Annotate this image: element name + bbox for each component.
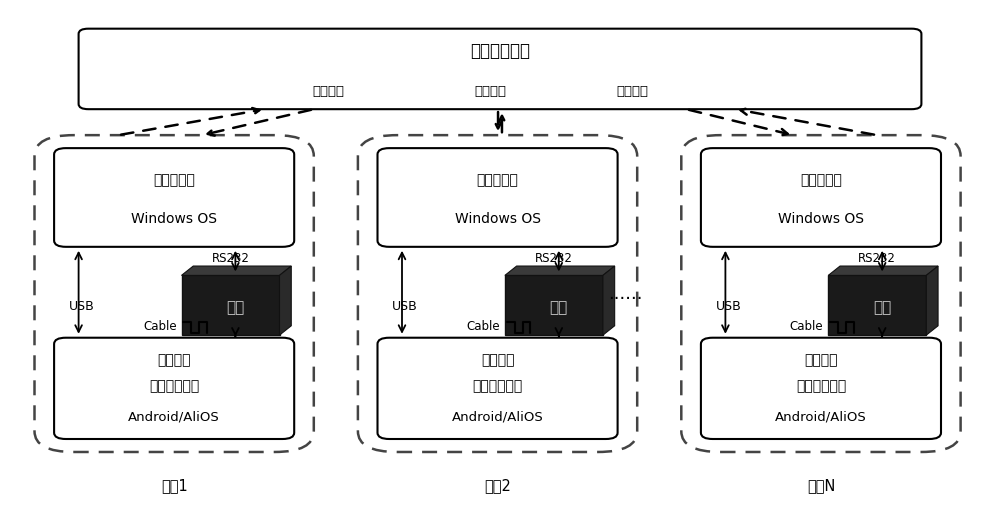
Text: RS232: RS232 bbox=[535, 252, 573, 266]
FancyBboxPatch shape bbox=[828, 276, 926, 335]
Text: USB: USB bbox=[69, 300, 94, 313]
Text: RS232: RS232 bbox=[212, 252, 249, 266]
Text: 客户端程序: 客户端程序 bbox=[800, 173, 842, 187]
FancyBboxPatch shape bbox=[681, 135, 961, 452]
Text: Windows OS: Windows OS bbox=[131, 212, 217, 226]
Text: 装置: 装置 bbox=[226, 301, 245, 315]
FancyBboxPatch shape bbox=[505, 276, 603, 335]
FancyBboxPatch shape bbox=[34, 135, 314, 452]
FancyBboxPatch shape bbox=[378, 338, 618, 439]
Polygon shape bbox=[280, 266, 291, 335]
Polygon shape bbox=[505, 266, 615, 276]
Text: Windows OS: Windows OS bbox=[778, 212, 864, 226]
Polygon shape bbox=[603, 266, 615, 335]
FancyBboxPatch shape bbox=[54, 338, 294, 439]
Text: 汽车娱乐系统: 汽车娱乐系统 bbox=[149, 379, 199, 393]
Text: Windows OS: Windows OS bbox=[455, 212, 541, 226]
FancyBboxPatch shape bbox=[79, 29, 921, 109]
Text: 装置: 装置 bbox=[873, 301, 891, 315]
Text: 任务分发: 任务分发 bbox=[474, 85, 506, 98]
Text: 被测对象: 被测对象 bbox=[804, 353, 838, 367]
Polygon shape bbox=[926, 266, 938, 335]
Text: 被测对象: 被测对象 bbox=[481, 353, 514, 367]
FancyBboxPatch shape bbox=[182, 276, 280, 335]
Text: Cable: Cable bbox=[143, 320, 177, 333]
Text: Cable: Cable bbox=[466, 320, 500, 333]
Text: Android/AliOS: Android/AliOS bbox=[775, 410, 867, 423]
Text: Android/AliOS: Android/AliOS bbox=[452, 410, 543, 423]
Text: Cable: Cable bbox=[790, 320, 823, 333]
FancyBboxPatch shape bbox=[701, 338, 941, 439]
Text: 客户端程序: 客户端程序 bbox=[477, 173, 518, 187]
FancyBboxPatch shape bbox=[701, 148, 941, 247]
Text: RS232: RS232 bbox=[858, 252, 896, 266]
Text: 装置: 装置 bbox=[550, 301, 568, 315]
Polygon shape bbox=[182, 266, 291, 276]
Text: 汽车娱乐系统: 汽车娱乐系统 bbox=[796, 379, 846, 393]
Text: 汽车娱乐系统: 汽车娱乐系统 bbox=[472, 379, 523, 393]
Text: ......: ...... bbox=[608, 285, 643, 303]
Text: Android/AliOS: Android/AliOS bbox=[128, 410, 220, 423]
FancyBboxPatch shape bbox=[378, 148, 618, 247]
FancyBboxPatch shape bbox=[358, 135, 637, 452]
Text: 服务器端程序: 服务器端程序 bbox=[470, 42, 530, 60]
Text: 实车2: 实车2 bbox=[485, 478, 511, 493]
Text: 被测对象: 被测对象 bbox=[157, 353, 191, 367]
FancyBboxPatch shape bbox=[54, 148, 294, 247]
Text: USB: USB bbox=[392, 300, 418, 313]
Text: 实车1: 实车1 bbox=[161, 478, 188, 493]
Text: 客户端程序: 客户端程序 bbox=[153, 173, 195, 187]
Text: 实车N: 实车N bbox=[807, 478, 836, 493]
Text: 远程监控: 远程监控 bbox=[312, 85, 344, 98]
Text: USB: USB bbox=[715, 300, 741, 313]
Text: 信息提示: 信息提示 bbox=[616, 85, 648, 98]
Polygon shape bbox=[828, 266, 938, 276]
